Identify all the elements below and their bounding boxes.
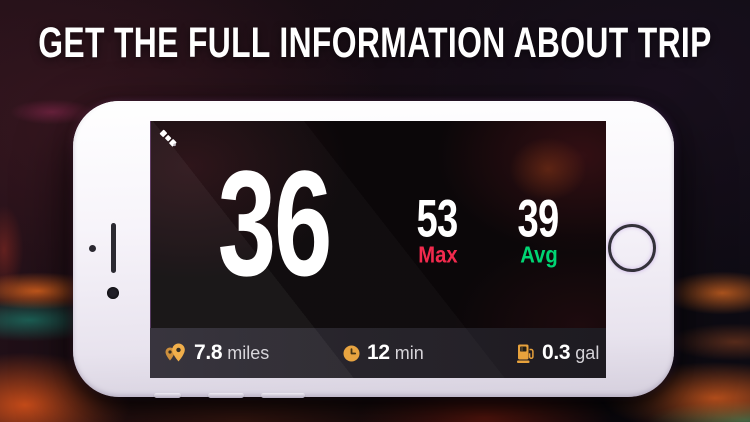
distance-stat: 7.8 miles <box>163 328 269 378</box>
volume-up-button <box>208 393 244 398</box>
max-speed-value: 53 <box>416 189 458 249</box>
fuel-value: 0.3 <box>542 341 571 364</box>
trip-stats-bar: 7.8 miles 12 min <box>150 328 606 378</box>
fuel-stat: 0.3 gal <box>517 328 599 378</box>
max-speed-label: Max <box>418 241 458 268</box>
duration-stat: 12 min <box>343 328 424 378</box>
avg-speed-value: 39 <box>517 189 559 249</box>
satellite-icon <box>159 129 177 147</box>
distance-value: 7.8 <box>194 341 223 364</box>
volume-down-button <box>261 393 305 398</box>
app-screen: 36 53 Max 39 Avg 7.8 miles <box>150 121 606 378</box>
proximity-sensor-dot <box>89 245 96 252</box>
earpiece-speaker <box>111 223 116 273</box>
duration-unit: min <box>394 342 424 363</box>
avg-speed-label: Avg <box>520 241 558 268</box>
home-button[interactable] <box>608 224 656 272</box>
current-speed-value: 36 <box>217 139 333 307</box>
duration-value: 12 <box>367 341 390 364</box>
fuel-unit: gal <box>575 342 600 363</box>
clock-icon <box>343 345 360 361</box>
distance-unit: miles <box>227 342 270 363</box>
mute-switch <box>154 393 181 398</box>
phone-device: 36 53 Max 39 Avg 7.8 miles <box>73 101 674 398</box>
headline: GET THE FULL INFORMATION ABOUT TRIP <box>38 19 712 67</box>
fuel-pump-icon <box>517 344 534 363</box>
map-pins-icon <box>165 343 185 361</box>
front-camera <box>107 287 119 299</box>
